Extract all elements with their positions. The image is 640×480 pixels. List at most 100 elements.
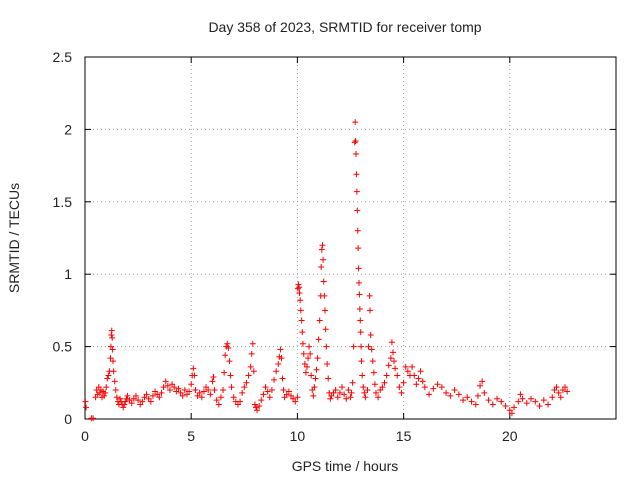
data-point	[217, 394, 224, 401]
data-point	[247, 363, 254, 370]
y-tick-label: 0	[64, 411, 72, 427]
data-point	[325, 375, 332, 382]
data-point	[354, 207, 361, 214]
data-point	[481, 389, 488, 396]
data-point	[316, 317, 323, 324]
y-tick-label: 2	[64, 121, 72, 137]
data-point	[345, 387, 352, 394]
data-point	[294, 285, 301, 292]
data-point	[517, 391, 524, 398]
data-point	[205, 387, 212, 394]
data-point	[391, 358, 398, 365]
data-point	[356, 291, 363, 298]
data-point	[227, 372, 234, 379]
data-point	[110, 368, 117, 375]
data-point	[322, 307, 329, 314]
data-point	[366, 292, 373, 299]
data-point	[121, 401, 128, 408]
data-point	[343, 395, 350, 402]
data-point	[107, 355, 114, 362]
data-point	[515, 398, 522, 405]
data-point	[308, 372, 315, 379]
data-point	[271, 376, 278, 383]
data-point	[273, 368, 280, 375]
data-point	[198, 394, 205, 401]
data-point	[341, 391, 348, 398]
data-point	[295, 281, 302, 288]
data-point	[540, 397, 547, 404]
data-point	[365, 343, 372, 350]
data-point	[230, 394, 237, 401]
data-point	[536, 402, 543, 409]
data-point	[555, 389, 562, 396]
y-tick-label: 1.5	[53, 194, 73, 210]
data-point	[105, 372, 112, 379]
data-point	[237, 398, 244, 405]
data-point	[460, 397, 467, 404]
data-point	[411, 372, 418, 379]
data-point	[361, 389, 368, 396]
data-point	[375, 394, 382, 401]
data-point	[132, 392, 139, 399]
x-tick-label: 0	[81, 428, 89, 444]
data-point	[562, 384, 569, 391]
data-point	[228, 384, 235, 391]
data-point	[421, 384, 428, 391]
data-point	[545, 401, 552, 408]
grid-lines	[85, 57, 616, 419]
data-point	[464, 394, 471, 401]
data-point	[252, 404, 259, 411]
data-point	[438, 384, 445, 391]
data-point	[210, 374, 217, 381]
data-point	[322, 326, 329, 333]
data-point	[508, 410, 515, 417]
data-point	[135, 397, 142, 404]
data-point	[355, 265, 362, 272]
data-point	[372, 389, 379, 396]
data-point	[400, 379, 407, 386]
data-point	[315, 336, 322, 343]
data-point	[239, 389, 246, 396]
data-point	[511, 404, 518, 411]
data-point	[369, 358, 376, 365]
data-point	[318, 246, 325, 253]
data-point	[367, 332, 374, 339]
data-point	[175, 385, 182, 392]
data-point	[324, 360, 331, 367]
data-point	[426, 391, 433, 398]
data-point	[357, 317, 364, 324]
data-point	[225, 345, 232, 352]
data-point	[318, 263, 325, 270]
plot-frame	[84, 56, 617, 420]
data-point	[357, 329, 364, 336]
data-point	[143, 391, 150, 398]
data-point	[120, 404, 127, 411]
x-tick-label: 20	[502, 428, 518, 444]
data-point	[280, 387, 287, 394]
data-point	[351, 139, 358, 146]
data-point	[248, 350, 255, 357]
data-point	[388, 339, 395, 346]
data-point	[385, 362, 392, 369]
data-point	[147, 398, 154, 405]
data-point	[532, 398, 539, 405]
y-tick-labels: 0 0.5 1 1.5 2 2.5	[53, 49, 73, 427]
data-point	[186, 388, 193, 395]
x-tick-labels: 0 5 10 15 20	[81, 428, 518, 444]
y-tick-label: 2.5	[53, 49, 73, 65]
data-point	[398, 389, 405, 396]
data-point	[336, 389, 343, 396]
data-point	[355, 279, 362, 286]
data-point	[104, 375, 111, 382]
data-point	[358, 358, 365, 365]
data-point	[381, 379, 388, 386]
data-point	[278, 355, 285, 362]
data-point	[149, 392, 156, 399]
data-point	[156, 394, 163, 401]
data-point	[245, 372, 252, 379]
data-point	[485, 397, 492, 404]
data-point	[83, 404, 90, 411]
data-point	[96, 389, 103, 396]
